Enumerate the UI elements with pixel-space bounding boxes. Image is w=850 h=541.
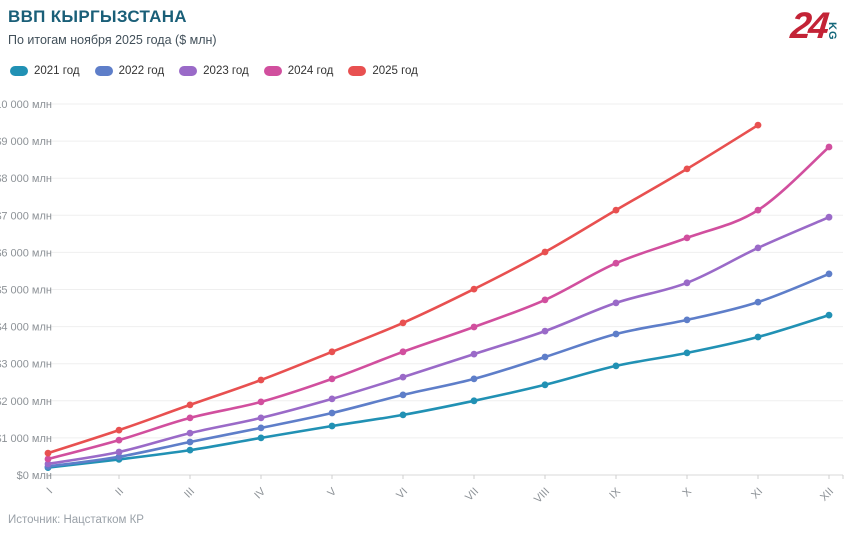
legend-label: 2024 год	[287, 65, 334, 77]
x-tick-label: V	[325, 485, 339, 499]
x-tick-label: VIII	[532, 486, 552, 506]
chart-legend: 2021 год 2022 год 2023 год 2024 год 2025 год	[10, 65, 418, 77]
series-line-2022	[46, 272, 831, 468]
legend-item-2021[interactable]: 2021 год	[10, 65, 80, 77]
y-tick-label: $9 000 млн	[0, 136, 52, 148]
x-tick-label: XI	[749, 486, 765, 502]
series-points-2025[interactable]	[44, 121, 762, 457]
y-tick-label: $5 000 млн	[0, 285, 52, 297]
y-tick-label: $8 000 млн	[0, 173, 52, 185]
x-tick-label: IV	[252, 485, 268, 501]
series-line-2021	[46, 313, 831, 469]
legend-item-2025[interactable]: 2025 год	[348, 65, 418, 77]
legend-item-2024[interactable]: 2024 год	[263, 65, 334, 77]
logo-kg-text: KG	[826, 22, 838, 41]
legend-swatch-2023	[179, 66, 198, 76]
series-line-2023	[46, 215, 831, 466]
legend-label: 2021 год	[34, 65, 80, 77]
x-tick-label: II	[113, 486, 126, 499]
legend-swatch-2022	[94, 66, 113, 76]
y-tick-label: $6 000 млн	[0, 247, 52, 259]
series-line-2025	[46, 123, 760, 455]
legend-swatch-2021	[10, 66, 28, 76]
legend-item-2022[interactable]: 2022 год	[94, 65, 165, 77]
series-points-2023[interactable]	[44, 213, 833, 468]
y-tick-label: $7 000 млн	[0, 210, 52, 222]
legend-label: 2022 год	[118, 65, 165, 77]
x-axis-labels: I II III IV V VI VII VIII IX X XI XII	[44, 485, 836, 506]
y-axis-labels: $0 млн $1 000 млн $2 000 млн $3 000 млн $4 0…	[0, 99, 52, 482]
y-tick-label: $1 000 млн	[0, 433, 52, 445]
series-points-2024[interactable]	[44, 143, 833, 463]
legend-label: 2025 год	[372, 65, 418, 77]
legend-swatch-2024	[263, 66, 282, 76]
source-text: Источник: Нацстатком КР	[8, 514, 144, 526]
x-tick-label: I	[44, 486, 55, 497]
logo-24kg: 24 KG	[789, 5, 838, 46]
y-tick-label: $10 000 млн	[0, 99, 52, 111]
legend-item-2023[interactable]: 2023 год	[179, 65, 249, 77]
x-tick-label: X	[680, 485, 694, 499]
y-tick-label: $0 млн	[17, 470, 52, 482]
x-tick-label: IX	[607, 485, 623, 501]
series-line-2024	[46, 145, 831, 461]
x-tick-label: VII	[463, 486, 481, 504]
y-tick-label: $2 000 млн	[0, 396, 52, 408]
legend-swatch-2025	[348, 66, 367, 76]
gridlines	[46, 103, 843, 476]
y-tick-label: $3 000 млн	[0, 359, 52, 371]
x-tick-label: XII	[818, 486, 836, 504]
legend-label: 2023 год	[203, 65, 249, 77]
y-tick-label: $4 000 млн	[0, 322, 52, 334]
page-subtitle: По итогам ноября 2025 года ($ млн)	[8, 33, 217, 47]
x-tick-label: III	[182, 486, 197, 501]
x-tick-label: VI	[394, 486, 410, 502]
x-axis-ticks	[47, 475, 844, 479]
page-title: ВВП КЫРГЫЗСТАНА	[8, 7, 187, 26]
